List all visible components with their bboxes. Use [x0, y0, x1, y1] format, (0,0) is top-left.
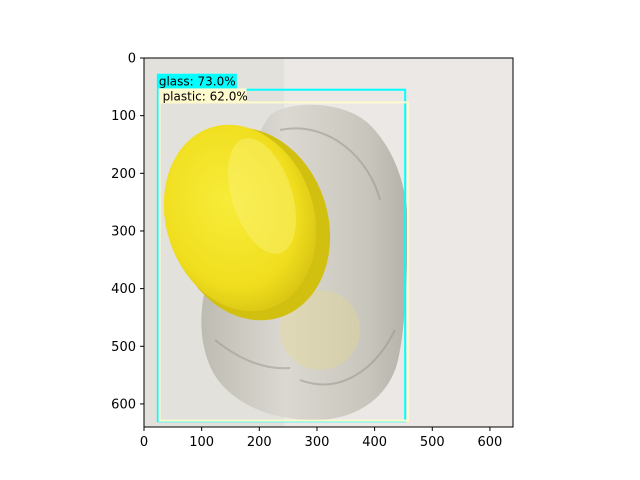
y-axis-ticks: 0 100 200 300 400 500 600 [111, 52, 144, 412]
detection-label-background [158, 88, 247, 104]
x-tick-label: 400 [362, 435, 387, 450]
x-tick-label: 0 [140, 435, 148, 450]
x-axis-ticks: 0 100 200 300 400 500 600 [140, 427, 502, 450]
lid-highlight [227, 138, 297, 254]
detection-label-background [156, 73, 237, 89]
jar-inner-yellow [280, 290, 360, 370]
x-tick-label: 600 [478, 435, 503, 450]
x-tick-label: 500 [420, 435, 445, 450]
jar-ridge [299, 329, 396, 386]
y-tick-label: 600 [111, 397, 136, 412]
x-tick-label: 200 [247, 435, 272, 450]
jar-ridge [279, 127, 381, 201]
detection-box [158, 101, 410, 422]
y-tick-label: 500 [111, 340, 136, 355]
detection-label: glass: 73.0% [159, 75, 236, 89]
axes-frame [143, 57, 514, 428]
y-tick-label: 200 [111, 167, 136, 182]
detection-label: plastic: 62.0% [163, 89, 248, 103]
x-tick-label: 300 [305, 435, 330, 450]
detections: glass: 73.0%plastic: 62.0% [156, 73, 410, 423]
y-tick-label: 400 [111, 282, 136, 297]
jar-ridge [214, 339, 291, 370]
x-tick-label: 100 [189, 435, 214, 450]
y-tick-label: 300 [111, 224, 136, 239]
lid [163, 124, 317, 312]
y-tick-label: 0 [128, 52, 136, 67]
photo [144, 58, 513, 427]
y-tick-label: 100 [111, 109, 136, 124]
